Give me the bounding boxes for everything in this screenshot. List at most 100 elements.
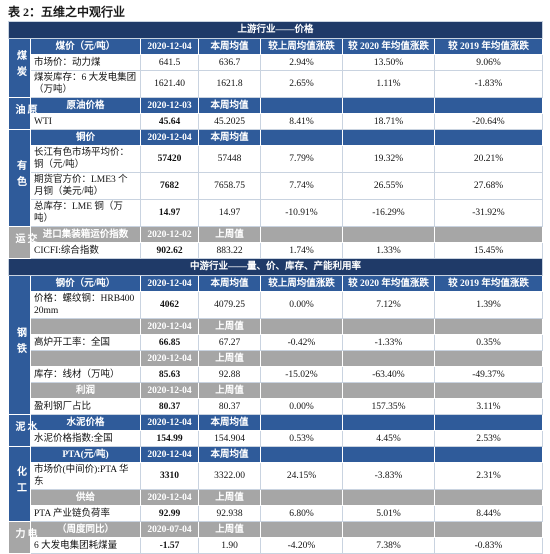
row-name: PTA 产业链负荷率 [30, 505, 141, 522]
sub-header-date: 2020-12-04 [140, 129, 199, 146]
week-average: 883.22 [198, 242, 261, 259]
current-value: 7682 [140, 172, 199, 200]
week-average: 67.27 [198, 334, 261, 351]
change-value: 157.35% [342, 398, 435, 415]
change-value: 13.50% [342, 54, 435, 71]
sub-header-row: 化工 PTA(元/吨) 2020-12-04 本周均值 [8, 446, 543, 522]
sub-header-blank [260, 129, 343, 146]
week-average: 7658.75 [198, 172, 261, 200]
row-name: WTI [30, 113, 141, 130]
row-name: 水泥价格指数:全国 [30, 430, 141, 447]
current-value: 45.64 [140, 113, 199, 130]
sub-header-col: 上周值 [198, 521, 261, 538]
sub-header-col: 本周均值 [198, 38, 261, 55]
data-row: 期货官方价：LME3 个月铜（美元/吨） 7682 7658.75 7.74% 26.5… [9, 172, 543, 200]
sub-header-blank [434, 350, 543, 367]
sub-header-date: 2020-12-04 [140, 318, 199, 335]
category: 交运 [13, 232, 36, 249]
sub-header-blank [260, 521, 343, 538]
change-value: 0.35% [434, 334, 543, 351]
sub-header-date: 2020-12-04 [140, 414, 199, 431]
data-row: 煤炭库存：6 大发电集团（万吨） 1621.40 1621.8 2.65% 1.11% -… [9, 70, 543, 98]
sub-header-label: 煤价（元/吨） [30, 38, 141, 55]
sub-header-date: 2020-12-04 [140, 38, 199, 55]
change-value: 7.79% [260, 145, 343, 173]
sub-header-col: 本周均值 [198, 446, 261, 463]
week-average: 636.7 [198, 54, 261, 71]
current-value: 80.37 [140, 398, 199, 415]
sub-header-blank [434, 226, 543, 243]
data-row: 库存：线材（万吨） 85.63 92.88 -15.02% -63.40% -49.37% [9, 366, 543, 383]
current-value: 14.97 [140, 199, 199, 227]
sub-header-label [30, 318, 141, 335]
change-value: 6.80% [260, 505, 343, 522]
sub-header-blank [260, 350, 343, 367]
change-value: 19.32% [342, 145, 435, 173]
data-row: 6 大发电集团耗煤量 -1.57 1.90 -4.20% 7.38% -0.83% [9, 537, 543, 554]
data-row: 价格：螺纹钢：HRB400 20mm 4062 4079.25 0.00% 7.12% 1… [9, 291, 543, 319]
change-value: -0.42% [260, 334, 343, 351]
category-cell: 水泥 [8, 414, 36, 447]
change-value: -20.64% [434, 113, 543, 130]
category-cell: 煤炭 [8, 38, 31, 98]
category-cell: 化工 [8, 446, 31, 522]
sub-header-label: 利润 [30, 382, 141, 399]
sub-header-label: 铜价 [30, 129, 141, 146]
week-average: 154.904 [198, 430, 261, 447]
sub-header-date: 2020-12-04 [140, 489, 199, 506]
sub-header-blank [260, 446, 343, 463]
week-average: 45.2025 [198, 113, 261, 130]
data-row: CICFI:综合指数 902.62 883.22 1.74% 1.33% 15.45% [9, 242, 543, 259]
change-value: 1.33% [342, 242, 435, 259]
sub-header-blank [260, 226, 343, 243]
change-value: 15.45% [434, 242, 543, 259]
sub-header-label: 钢价（元/吨） [30, 275, 141, 292]
column-header: 较上周均值涨跌 [260, 38, 343, 55]
row-name: 煤炭库存：6 大发电集团（万吨） [30, 70, 141, 98]
sub-header-label: 水泥价格 [30, 414, 141, 431]
sub-header-blank [342, 318, 435, 335]
category: 煤炭 [14, 50, 26, 82]
sub-header-col: 本周均值 [198, 414, 261, 431]
sub-header-col: 本周均值 [198, 275, 261, 292]
change-value: 8.41% [260, 113, 343, 130]
current-value: 1621.40 [140, 70, 199, 98]
change-value: -1.33% [342, 334, 435, 351]
category-cell: 钢铁 [8, 275, 31, 415]
sub-header-col: 上周值 [198, 489, 261, 506]
category-cell: 有色 [8, 129, 31, 227]
sub-header-date: 2020-12-04 [140, 275, 199, 292]
sub-header-label: 进口集装箱运价指数 [30, 226, 141, 243]
data-row: 市场价：动力煤 641.5 636.7 2.94% 13.50% 9.06% [9, 54, 543, 71]
category: 原油 [13, 103, 36, 120]
change-value: 7.38% [342, 537, 435, 554]
category-cell: 原油 [8, 97, 36, 130]
sub-header-blank [434, 129, 543, 146]
week-average: 14.97 [198, 199, 261, 227]
change-value: 2.94% [260, 54, 343, 71]
sub-header-blank [342, 350, 435, 367]
data-row: 高炉开工率：全国 66.85 67.27 -0.42% -1.33% 0.35% [9, 334, 543, 351]
current-value: 66.85 [140, 334, 199, 351]
sub-header-row: 电力 （周度同比） 2020-07-04 上周值 [8, 521, 543, 554]
category: 水泥 [13, 420, 36, 437]
change-value: -3.83% [342, 462, 435, 490]
data-row: 盈利钢厂占比 80.37 80.37 0.00% 157.35% 3.11% [9, 398, 543, 415]
change-value: 27.68% [434, 172, 543, 200]
sub-header-blank [342, 446, 435, 463]
change-value: 2.65% [260, 70, 343, 98]
block-header: 中游行业——量、价、库存、产能利用率 [8, 258, 543, 276]
change-value: 5.01% [342, 505, 435, 522]
change-value: 1.39% [434, 291, 543, 319]
column-header: 较上周均值涨跌 [260, 275, 343, 292]
sub-header-row: 利润 2020-12-04 上周值 [9, 382, 543, 399]
data-row: 市场价(中间价):PTA 华东 3310 3322.00 24.15% -3.83% 2.… [9, 462, 543, 490]
change-value: 24.15% [260, 462, 343, 490]
sub-header-blank [342, 521, 435, 538]
current-value: -1.57 [140, 537, 199, 554]
block-header: 上游行业——价格 [8, 21, 543, 39]
change-value: 20.21% [434, 145, 543, 173]
sub-header-row: 交运 进口集装箱运价指数 2020-12-02 上周值 [8, 226, 543, 259]
row-name: 长江有色市场平均价：铜（元/吨） [30, 145, 141, 173]
sub-header-blank [434, 489, 543, 506]
